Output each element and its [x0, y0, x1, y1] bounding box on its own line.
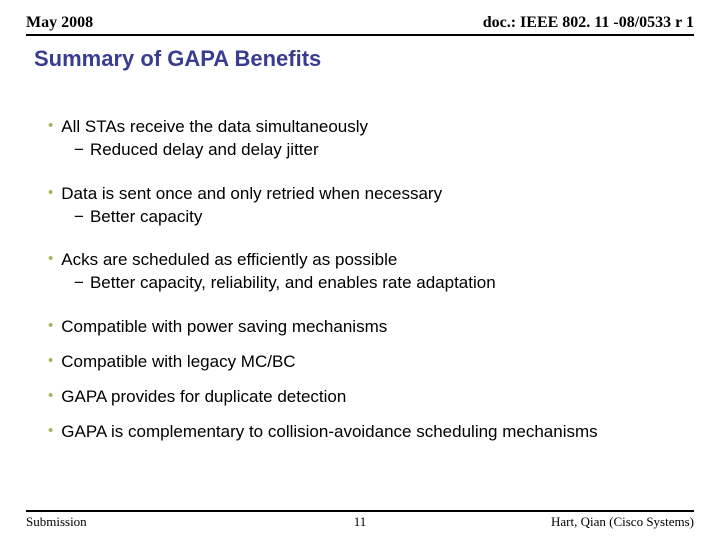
bullet-dot-icon: • [48, 116, 53, 136]
bullet-text: GAPA provides for duplicate detection [61, 386, 346, 407]
sub-bullet-dash-icon: − [74, 139, 84, 160]
sub-bullet-text: Better capacity, reliability, and enable… [90, 272, 496, 293]
bullet-dot-icon: • [48, 183, 53, 203]
sub-bullet: −Reduced delay and delay jitter [74, 139, 694, 160]
bullet-dot-icon: • [48, 386, 53, 406]
footer-rule [26, 510, 694, 512]
bullet-text: Data is sent once and only retried when … [61, 183, 442, 204]
bullet-item: • Compatible with power saving mechanisms [48, 316, 694, 337]
footer-author: Hart, Qian (Cisco Systems) [551, 514, 694, 530]
slide-title: Summary of GAPA Benefits [34, 46, 694, 72]
sub-bullet: −Better capacity, reliability, and enabl… [74, 272, 694, 293]
bullet-dot-icon: • [48, 421, 53, 441]
header-doc-id: doc.: IEEE 802. 11 -08/0533 r 1 [483, 14, 694, 32]
bullet-text: All STAs receive the data simultaneously [61, 116, 368, 137]
bullet-dot-icon: • [48, 316, 53, 336]
bullet-item: • GAPA provides for duplicate detection [48, 386, 694, 407]
bullet-text: Acks are scheduled as efficiently as pos… [61, 249, 397, 270]
slide: May 2008 doc.: IEEE 802. 11 -08/0533 r 1… [0, 0, 720, 540]
sub-bullet-text: Reduced delay and delay jitter [90, 139, 319, 160]
footer-left: Submission [26, 514, 87, 530]
bullet-item: • All STAs receive the data simultaneousl… [48, 116, 694, 161]
bullet-text: Compatible with legacy MC/BC [61, 351, 295, 372]
bullet-item: • GAPA is complementary to collision-avoi… [48, 421, 694, 442]
sub-bullet-dash-icon: − [74, 272, 84, 293]
bullet-item: • Compatible with legacy MC/BC [48, 351, 694, 372]
slide-header: May 2008 doc.: IEEE 802. 11 -08/0533 r 1 [26, 14, 694, 36]
bullet-dot-icon: • [48, 249, 53, 269]
bullet-item: • Acks are scheduled as efficiently as po… [48, 249, 694, 294]
bullet-text: GAPA is complementary to collision-avoid… [61, 421, 597, 442]
sub-bullet: −Better capacity [74, 206, 694, 227]
slide-footer: Submission 11 Hart, Qian (Cisco Systems) [26, 510, 694, 530]
bullet-dot-icon: • [48, 351, 53, 371]
header-date: May 2008 [26, 14, 93, 32]
sub-bullet-text: Better capacity [90, 206, 202, 227]
bullet-text: Compatible with power saving mechanisms [61, 316, 387, 337]
bullet-item: • Data is sent once and only retried when… [48, 183, 694, 228]
sub-bullet-dash-icon: − [74, 206, 84, 227]
bullet-list: • All STAs receive the data simultaneousl… [48, 116, 694, 443]
